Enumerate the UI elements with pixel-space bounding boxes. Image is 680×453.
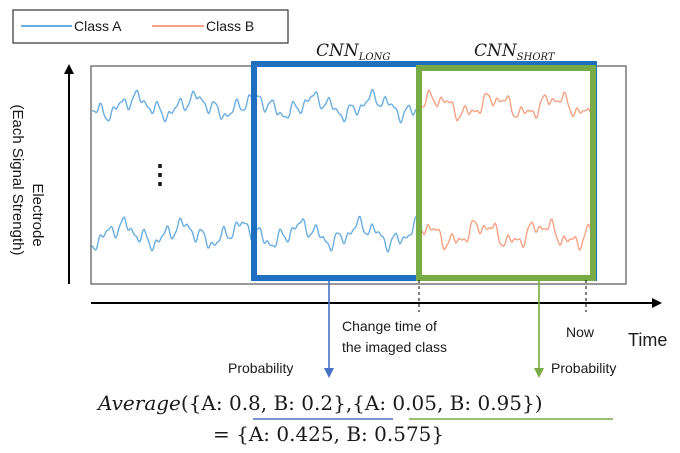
cnn-short-window [416,65,596,281]
now-label: Now [566,324,595,340]
legend-label-class-b: Class B [206,18,254,34]
probability-label-short: Probability [551,360,616,376]
cnn-long-title: CNNLONG [316,41,390,63]
average-formula: Average({A: 0.8, B: 0.2},{A: 0.05, B: 0.… [96,391,543,415]
probability-label-long: Probability [228,360,293,376]
class-b-signal-top [419,88,591,122]
formula-open-paren: ( [181,391,189,415]
formula-long-result: {A: 0.8, B: 0.2} [189,391,346,415]
cnn-short-title: CNNSHORT [474,41,556,63]
more-electrodes-ellipsis: ⋮ [147,159,173,189]
y-axis-label-electrode: Electrode [29,183,46,246]
change-time-label-line1: Change time of [342,318,437,334]
formula-function: Average [96,391,181,415]
legend-label-class-a: Class A [74,18,122,34]
class-b-signal-bottom [419,218,591,251]
formula-comma: , [346,391,352,415]
formula-short-result: {A: 0.05, B: 0.95} [352,391,535,415]
change-time-label-line2: the imaged class [342,339,447,355]
y-axis-label-signal-strength: (Each Signal Strength) [9,105,26,256]
formula-close-paren: ) [535,391,543,415]
time-axis-label: Time [628,330,667,350]
formula-result: = {A: 0.425, B: 0.575} [213,422,444,446]
legend: Class A Class B [12,9,289,44]
